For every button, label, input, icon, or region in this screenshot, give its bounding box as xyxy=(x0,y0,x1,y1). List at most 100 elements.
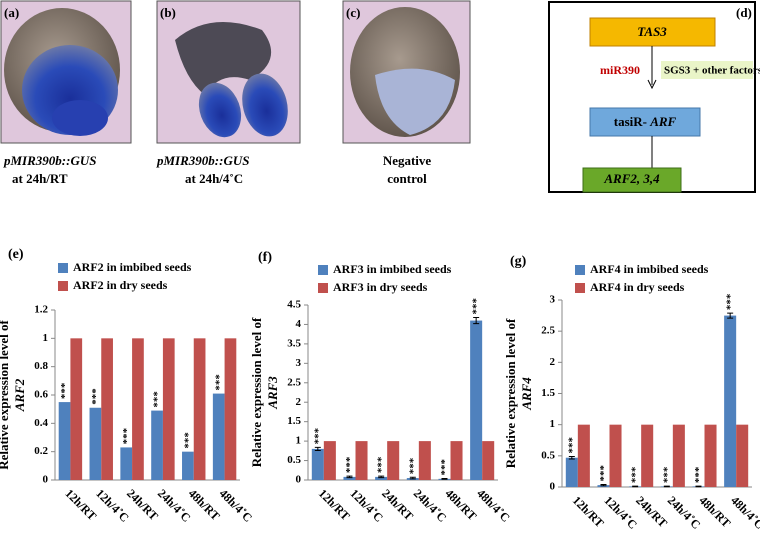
x-tick-label: 24h/4˚C xyxy=(155,486,194,525)
x-tick-label: 48h/4˚C xyxy=(728,493,760,532)
bar xyxy=(482,441,495,480)
significance: *** xyxy=(630,466,642,483)
significance: *** xyxy=(598,465,610,482)
y-axis-label-text: ARF3 xyxy=(265,376,280,410)
y-tick-label: 0.2 xyxy=(34,445,48,457)
significance: *** xyxy=(59,382,71,399)
y-tick-label: 1 xyxy=(550,418,556,430)
significance: *** xyxy=(152,391,164,408)
y-tick-label: 0 xyxy=(296,474,302,486)
diagram-label: SGS3 + other factors xyxy=(664,65,760,77)
x-tick-label: 12h/RT xyxy=(570,493,607,530)
y-axis-label-text: Relative expression level of xyxy=(249,317,264,467)
y-tick-label: 4.5 xyxy=(287,299,301,311)
y-tick-label: 3 xyxy=(296,357,302,369)
photo-b xyxy=(156,0,301,144)
error-bar xyxy=(727,312,734,319)
diagram-node: TAS3 xyxy=(637,24,667,39)
bar xyxy=(323,441,336,480)
significance: *** xyxy=(439,458,451,475)
y-tick-label: 2 xyxy=(296,396,302,408)
x-tick-label: 24h/RT xyxy=(379,486,416,523)
x-tick-label: 48h/4˚C xyxy=(474,486,513,525)
diagram-node: ARF2, 3,4 xyxy=(603,171,660,186)
y-axis-label: Relative expression level ofARF2 xyxy=(0,320,27,470)
x-tick-label: 24h/4˚C xyxy=(665,493,704,532)
significance: *** xyxy=(661,466,673,483)
y-tick-label: 3 xyxy=(550,294,556,306)
bar xyxy=(565,457,578,487)
y-axis-label-text: Relative expression level of xyxy=(503,318,518,468)
y-tick-label: 3.5 xyxy=(287,337,301,349)
bar xyxy=(311,448,324,480)
y-tick-label: 2 xyxy=(550,356,556,368)
x-tick-label: 12h/4˚C xyxy=(601,493,640,532)
error-bar xyxy=(568,455,575,460)
x-tick-label: 12h/RT xyxy=(316,486,353,523)
x-tick-label: 24h/4˚C xyxy=(411,486,450,525)
diagram xyxy=(548,1,756,193)
x-tick-label: 48h/RT xyxy=(186,486,223,523)
y-axis-label: Relative expression level ofARF3 xyxy=(249,317,280,467)
bar xyxy=(641,424,654,487)
x-tick-label: 48h/RT xyxy=(442,486,479,523)
significance: *** xyxy=(471,297,483,314)
bar xyxy=(724,315,737,487)
photo-caption: pMIR390b::GUS xyxy=(3,153,96,168)
bar xyxy=(577,424,590,487)
error-bar xyxy=(695,485,702,488)
legend-label: ARF2 in imbibed seeds xyxy=(73,260,192,274)
legend-swatch xyxy=(58,281,68,291)
error-bar xyxy=(632,485,639,488)
y-tick-label: 0.5 xyxy=(541,449,555,461)
y-axis-label: Relative expression level ofARF4 xyxy=(503,318,534,468)
significance: *** xyxy=(312,427,324,444)
y-tick-label: 0.6 xyxy=(34,389,48,401)
legend-label: ARF4 in imbibed seeds xyxy=(590,262,709,276)
error-bar xyxy=(409,476,416,480)
legend-label: ARF2 in dry seeds xyxy=(73,278,168,292)
x-tick-label: 24h/RT xyxy=(633,493,670,530)
y-tick-label: 1 xyxy=(296,435,302,447)
bar xyxy=(450,441,463,480)
significance: *** xyxy=(213,374,225,391)
significance: *** xyxy=(182,432,194,449)
error-bar xyxy=(441,477,448,480)
significance: *** xyxy=(566,436,578,453)
bar xyxy=(387,441,400,480)
legend-label: ARF3 in imbibed seeds xyxy=(333,262,452,276)
bar xyxy=(343,476,356,480)
bar xyxy=(151,410,163,480)
significance: *** xyxy=(90,388,102,405)
photo-caption: at 24h/RT xyxy=(12,171,68,186)
y-tick-label: 0 xyxy=(550,481,556,493)
bar xyxy=(224,338,237,480)
significance: *** xyxy=(121,427,133,444)
significance: *** xyxy=(693,466,705,483)
bar xyxy=(736,424,749,487)
bar xyxy=(89,407,102,480)
diagram-label: miR390 xyxy=(600,63,640,77)
error-bar xyxy=(473,316,480,325)
panel-letter: (e) xyxy=(8,247,24,262)
bar xyxy=(375,476,388,480)
diagram-node: tasiR- ARF xyxy=(614,114,677,129)
x-tick-label: 48h/4˚C xyxy=(217,486,256,525)
bar xyxy=(70,338,83,480)
y-tick-label: 2.5 xyxy=(287,376,301,388)
y-axis-label-text: ARF4 xyxy=(519,377,534,411)
bar xyxy=(182,451,194,480)
bar xyxy=(672,424,685,487)
x-tick-label: 48h/RT xyxy=(696,493,733,530)
photo-caption: pMIR390b::GUS xyxy=(156,153,249,168)
y-tick-label: 1.5 xyxy=(541,387,555,399)
y-tick-label: 0.4 xyxy=(34,417,48,429)
significance: *** xyxy=(344,456,356,473)
bar xyxy=(609,424,622,487)
legend-swatch xyxy=(318,265,328,275)
y-tick-label: 1.2 xyxy=(34,304,48,316)
panel-letter: (g) xyxy=(510,254,527,269)
photo-caption: control xyxy=(387,171,427,186)
y-tick-label: 1 xyxy=(43,332,49,344)
diagram-node-text: tasiR- xyxy=(614,114,650,129)
